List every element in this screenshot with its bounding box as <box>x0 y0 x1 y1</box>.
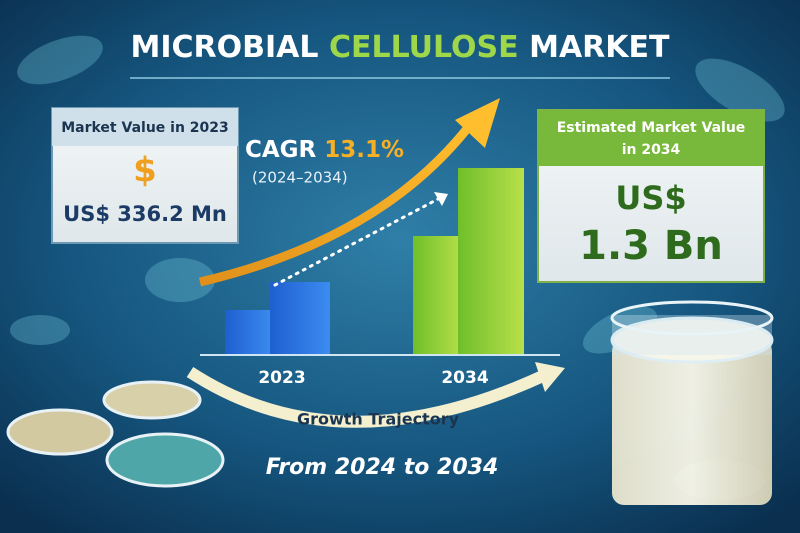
card-value: US$ <box>615 179 686 217</box>
cagr-period: (2024–2034) <box>252 169 348 187</box>
footer: From 2024 to 2034 <box>266 455 499 480</box>
title-part: MICROBIAL <box>131 30 319 65</box>
card-header <box>538 110 764 166</box>
card-value: 1.3 Bn <box>579 223 723 269</box>
cagr-label: CAGR <box>245 137 317 163</box>
bar-label: 2034 <box>441 368 488 388</box>
bar-2023-small <box>225 310 273 355</box>
bar-label: 2023 <box>258 368 305 388</box>
bar-2034-small <box>413 236 463 355</box>
trajectory-arc <box>186 366 548 428</box>
card-value: US$ 336.2 Mn <box>63 202 227 226</box>
cagr-value: 13.1% <box>324 137 404 163</box>
card-label: Estimated Market Value <box>557 120 746 136</box>
title: MICROBIAL CELLULOSE MARKET <box>131 30 671 65</box>
dotted-trend <box>273 196 442 287</box>
bar-2023 <box>270 282 330 355</box>
card-label: in 2034 <box>622 142 681 158</box>
dotted-arrowhead <box>434 192 448 206</box>
bar-2034 <box>458 168 524 355</box>
card-label: Market Value in 2023 <box>61 120 229 136</box>
petri-dishes <box>6 380 225 488</box>
dollar-icon: $ <box>133 151 157 191</box>
cagr: CAGR 13.1% <box>245 137 404 163</box>
title-part: MARKET <box>529 30 670 65</box>
growth-arrowhead <box>455 98 500 148</box>
growth-arrow <box>198 122 474 287</box>
jar <box>610 300 774 505</box>
trajectory-arrowhead <box>535 362 565 392</box>
card-header <box>52 108 238 146</box>
arc-label: Growth Trajectory <box>297 410 460 429</box>
title-part: CELLULOSE <box>329 30 519 65</box>
